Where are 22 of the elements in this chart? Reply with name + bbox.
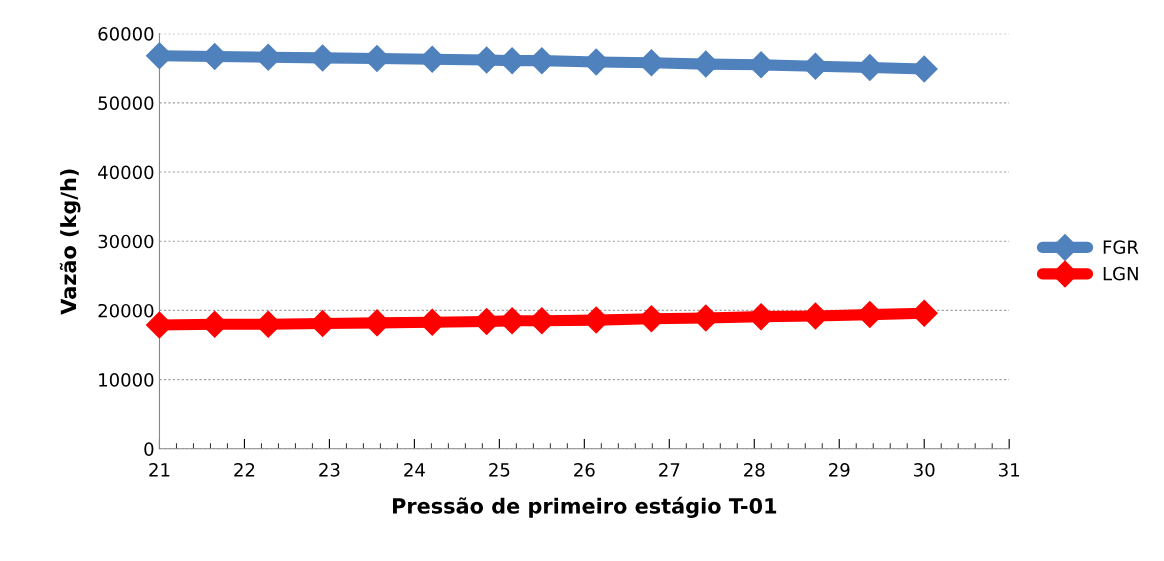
legend-label: LGN	[1103, 266, 1138, 281]
x-tick-label: 25	[489, 463, 510, 477]
y-tick-label: 60000	[98, 27, 154, 41]
y-tick-label: 10000	[99, 373, 154, 387]
x-tick-label: 24	[404, 463, 425, 477]
x-tick-label: 22	[234, 463, 255, 477]
y-tick-label: 20000	[98, 303, 154, 318]
x-tick-label: 31	[999, 463, 1020, 477]
x-tick-label: 23	[319, 463, 340, 477]
y-tick-label: 0	[144, 442, 154, 456]
y-axis-title: Vazão (kg/h)	[59, 169, 81, 315]
legend-label: FGR	[1103, 240, 1139, 254]
x-axis-title: Pressão de primeiro estágio T-01	[393, 496, 777, 518]
x-tick-label: 30	[914, 463, 935, 477]
x-tick-label: 29	[829, 463, 850, 477]
x-tick-label: 21	[149, 463, 170, 477]
x-tick-label: 28	[744, 463, 765, 477]
y-tick-label: 30000	[98, 234, 154, 249]
x-tick-label: 27	[659, 463, 680, 477]
x-tick-label: 26	[574, 463, 595, 477]
y-tick-label: 50000	[98, 96, 154, 110]
y-tick-label: 40000	[98, 165, 154, 180]
